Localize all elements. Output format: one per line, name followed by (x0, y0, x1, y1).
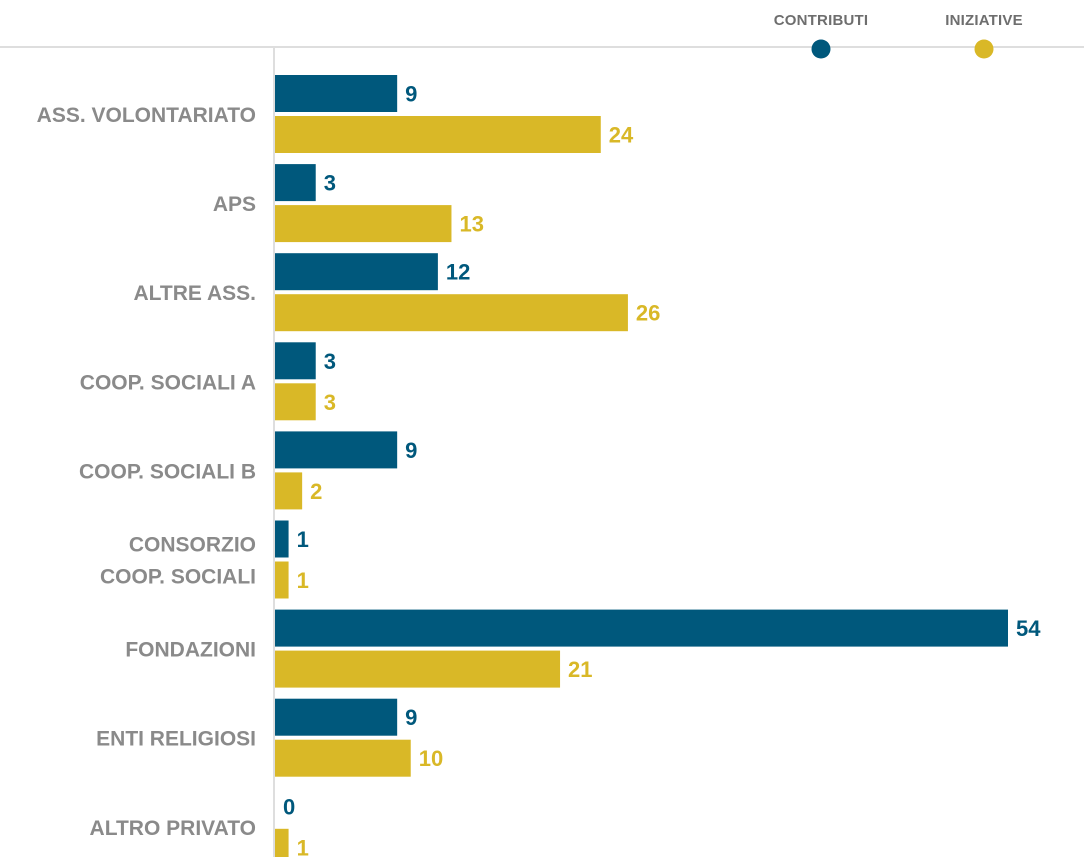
legend: CONTRIBUTI INIZIATIVE (774, 12, 1023, 59)
category-label-aps: APS (213, 193, 256, 216)
bar-contributi-coop-sociali-b (275, 431, 398, 469)
category-label-coop-sociali-a: COOP. SOCIALI A (80, 371, 256, 394)
value-label-contributi-altro-privato: 0 (283, 794, 295, 819)
bar-iniziative-ass-volontariato (275, 116, 601, 153)
value-label-contributi-enti-religiosi: 9 (405, 705, 417, 730)
value-label-contributi-ass-volontariato: 9 (405, 82, 417, 107)
bar-contributi-fondazioni (275, 609, 1008, 647)
value-label-iniziative-aps: 13 (459, 212, 483, 237)
legend-swatch-contributi (811, 39, 831, 59)
category-label-altro-privato: ALTRO PRIVATO (90, 817, 256, 840)
bar-iniziative-consorzio-coop-sociali (275, 561, 289, 599)
category-label-consorzio-coop-sociali: COOP. SOCIALI (100, 566, 256, 589)
value-label-iniziative-altre-ass: 26 (636, 301, 660, 326)
legend-label-iniziative: INIZIATIVE (945, 12, 1023, 29)
bar-contributi-aps (275, 164, 316, 202)
bar-iniziative-altro-privato (275, 828, 289, 857)
bar-iniziative-fondazioni (275, 650, 561, 688)
value-label-contributi-coop-sociali-a: 3 (324, 349, 336, 374)
bar-iniziative-coop-sociali-a (275, 383, 316, 421)
value-label-iniziative-coop-sociali-b: 2 (310, 479, 322, 504)
value-label-iniziative-enti-religiosi: 10 (419, 746, 443, 771)
legend-label-contributi: CONTRIBUTI (774, 12, 869, 29)
category-label-fondazioni: FONDAZIONI (125, 639, 256, 662)
legend-swatch-iniziative (974, 39, 994, 59)
category-label-ass-volontariato: ASS. VOLONTARIATO (37, 104, 256, 127)
category-label-altre-ass: ALTRE ASS. (133, 282, 256, 305)
bar-iniziative-aps (275, 205, 452, 243)
bar-iniziative-enti-religiosi (275, 739, 411, 777)
value-label-contributi-altre-ass: 12 (446, 260, 470, 285)
bar-contributi-coop-sociali-a (275, 342, 316, 380)
value-label-contributi-consorzio-coop-sociali: 1 (297, 527, 309, 552)
value-label-contributi-coop-sociali-b: 9 (405, 438, 417, 463)
value-label-contributi-aps: 3 (324, 171, 336, 196)
value-label-iniziative-fondazioni: 21 (568, 657, 592, 682)
bar-iniziative-altre-ass (275, 294, 628, 332)
bar-iniziative-coop-sociali-b (275, 472, 303, 510)
bar-contributi-ass-volontariato (275, 75, 398, 112)
category-label-consorzio-coop-sociali: CONSORZIO (129, 534, 256, 557)
bar-contributi-altre-ass (275, 253, 438, 291)
bar-contributi-enti-religiosi (275, 698, 398, 736)
category-label-enti-religiosi: ENTI RELIGIOSI (96, 728, 256, 751)
value-label-iniziative-ass-volontariato: 24 (609, 123, 634, 148)
category-label-coop-sociali-b: COOP. SOCIALI B (79, 460, 256, 483)
value-label-contributi-fondazioni: 54 (1016, 616, 1041, 641)
bar-contributi-consorzio-coop-sociali (275, 520, 289, 558)
value-label-iniziative-altro-privato: 1 (297, 835, 309, 857)
value-label-iniziative-coop-sociali-a: 3 (324, 390, 336, 415)
value-label-iniziative-consorzio-coop-sociali: 1 (297, 568, 309, 593)
